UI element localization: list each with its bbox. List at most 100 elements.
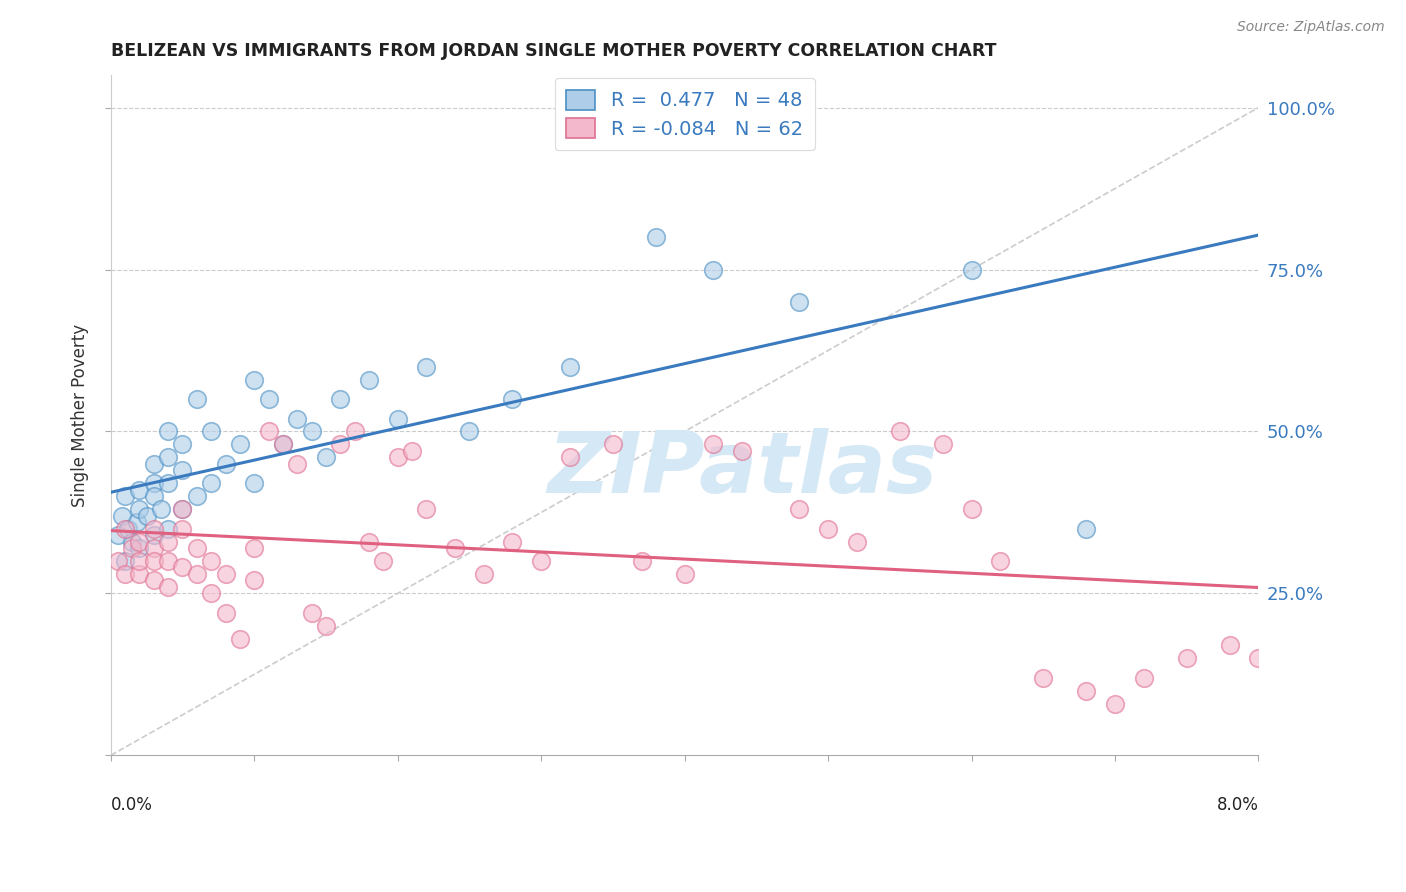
Point <box>960 502 983 516</box>
Point <box>128 534 150 549</box>
Point <box>387 450 409 465</box>
Point <box>186 489 208 503</box>
Point <box>789 502 811 516</box>
Point <box>285 457 308 471</box>
Text: Source: ZipAtlas.com: Source: ZipAtlas.com <box>1237 20 1385 34</box>
Point <box>1104 697 1126 711</box>
Point <box>142 554 165 568</box>
Point <box>142 489 165 503</box>
Point <box>214 606 236 620</box>
Point <box>301 425 323 439</box>
Text: 0.0%: 0.0% <box>111 797 153 814</box>
Point <box>731 443 754 458</box>
Point <box>257 425 280 439</box>
Point <box>142 541 165 555</box>
Point <box>960 262 983 277</box>
Point <box>157 450 180 465</box>
Point <box>1175 651 1198 665</box>
Point <box>817 522 839 536</box>
Point <box>702 262 724 277</box>
Point <box>329 437 352 451</box>
Point <box>357 373 380 387</box>
Point <box>229 632 252 646</box>
Point <box>200 425 222 439</box>
Point <box>121 541 143 555</box>
Point <box>501 534 523 549</box>
Point <box>172 522 194 536</box>
Point <box>243 541 266 555</box>
Point <box>472 566 495 581</box>
Point <box>114 554 136 568</box>
Point <box>142 457 165 471</box>
Point <box>142 476 165 491</box>
Point <box>1076 683 1098 698</box>
Point <box>357 534 380 549</box>
Point <box>789 294 811 309</box>
Point <box>142 528 165 542</box>
Point <box>114 522 136 536</box>
Legend: R =  0.477   N = 48, R = -0.084   N = 62: R = 0.477 N = 48, R = -0.084 N = 62 <box>554 78 814 150</box>
Point <box>315 450 337 465</box>
Point <box>343 425 366 439</box>
Point <box>271 437 294 451</box>
Point <box>845 534 868 549</box>
Point <box>1247 651 1270 665</box>
Point <box>157 425 180 439</box>
Point <box>157 522 180 536</box>
Point <box>128 554 150 568</box>
Point <box>200 586 222 600</box>
Point <box>329 392 352 406</box>
Point <box>157 580 180 594</box>
Point <box>128 483 150 497</box>
Point <box>243 574 266 588</box>
Point <box>1132 671 1154 685</box>
Text: ZIPatlas: ZIPatlas <box>547 428 938 511</box>
Point <box>121 534 143 549</box>
Point <box>444 541 467 555</box>
Y-axis label: Single Mother Poverty: Single Mother Poverty <box>72 324 89 507</box>
Point <box>702 437 724 451</box>
Point <box>128 502 150 516</box>
Point <box>114 566 136 581</box>
Point <box>107 528 129 542</box>
Point <box>107 554 129 568</box>
Point <box>458 425 481 439</box>
Point <box>214 457 236 471</box>
Point <box>111 508 134 523</box>
Point <box>186 541 208 555</box>
Point <box>128 541 150 555</box>
Point <box>285 411 308 425</box>
Point <box>1076 522 1098 536</box>
Point <box>229 437 252 451</box>
Point <box>172 560 194 574</box>
Point <box>630 554 652 568</box>
Point <box>315 619 337 633</box>
Point <box>257 392 280 406</box>
Point <box>157 476 180 491</box>
Point <box>125 515 148 529</box>
Point <box>932 437 955 451</box>
Point <box>530 554 553 568</box>
Point <box>373 554 395 568</box>
Point <box>387 411 409 425</box>
Point <box>415 359 437 374</box>
Point <box>142 522 165 536</box>
Point <box>645 230 668 244</box>
Point <box>1032 671 1054 685</box>
Point <box>157 554 180 568</box>
Point <box>114 489 136 503</box>
Point <box>200 476 222 491</box>
Point <box>214 566 236 581</box>
Point <box>401 443 423 458</box>
Point <box>501 392 523 406</box>
Point <box>117 522 139 536</box>
Point <box>135 508 157 523</box>
Point <box>243 373 266 387</box>
Point <box>602 437 624 451</box>
Point <box>172 437 194 451</box>
Point <box>200 554 222 568</box>
Point <box>558 359 581 374</box>
Point <box>558 450 581 465</box>
Point <box>186 566 208 581</box>
Point <box>271 437 294 451</box>
